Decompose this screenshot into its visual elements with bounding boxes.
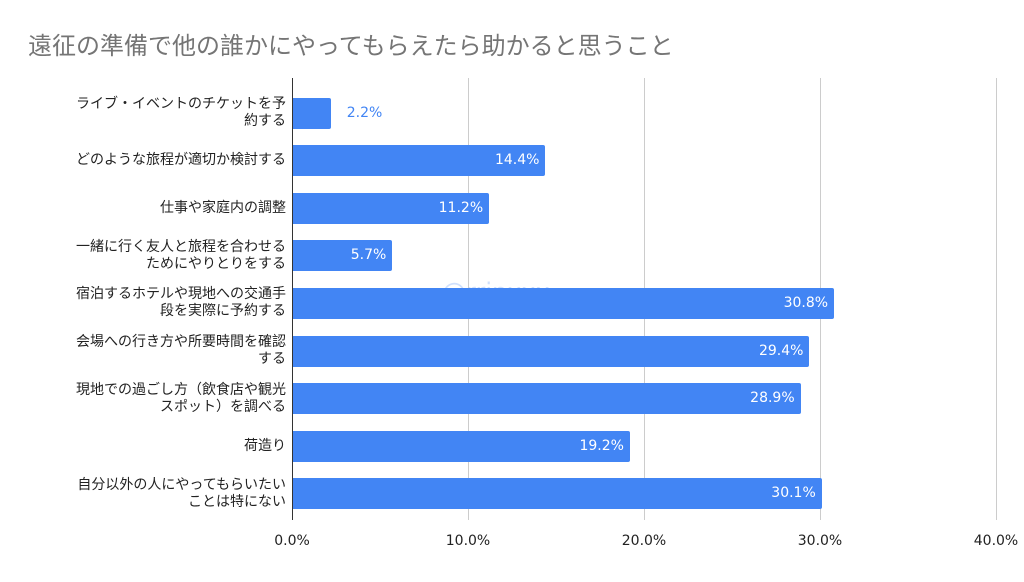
bar [293,383,801,415]
category-label-line: する [258,351,286,367]
bar [293,478,822,510]
chart-title: 遠征の準備で他の誰かにやってもらえたら助かると思うこと [28,32,674,60]
category-label: 現地での過ごし方（飲食店や観光 スポット）を調べる [6,382,286,416]
category-label: 会場への行き方や所要時間を確認 する [6,334,286,368]
category-label: どのような旅程が適切か検討する [6,152,286,169]
data-label: 5.7% [350,247,387,264]
category-label-line: 会場への行き方や所要時間を確認 [76,334,286,350]
category-label: 仕事や家庭内の調整 [6,200,286,217]
x-tick-label: 20.0% [621,533,667,549]
category-label-line: 宿泊するホテルや現地への交通手 [76,286,286,303]
category-label: 一緒に行く友人と旅程を合わせる ためにやりとりをする [6,239,286,273]
x-tick-label: 0.0% [274,533,310,549]
category-label-line: 約する [244,113,286,129]
category-label-line: ライブ・イベントのチケットを予 [76,96,286,112]
bar [293,97,331,129]
category-label: ライブ・イベントのチケットを予 約する [6,96,286,130]
bar [293,335,810,367]
bar [293,192,490,224]
category-label: 自分以外の人にやってもらいたい ことは特にない [6,477,286,511]
category-label-line: 荷造り [244,437,286,454]
category-label-line: ためにやりとりをする [146,255,286,272]
data-label: 14.4% [494,152,540,169]
data-label: 2.2% [346,104,383,121]
data-label: 11.2% [438,199,484,216]
category-label: 荷造り [6,438,286,455]
bar [293,287,835,319]
x-tick-label: 10.0% [445,533,491,549]
data-label: 30.1% [771,485,816,502]
data-label: 30.8% [783,294,829,311]
category-label-line: 現地での過ごし方（飲食店や観光 [76,381,286,398]
y-axis-line [292,78,293,520]
data-label: 28.9% [750,390,795,407]
gridline [996,78,997,520]
category-label-line: ことは特にない [188,493,286,510]
x-tick-label: 30.0% [797,533,843,549]
data-label: 19.2% [579,437,624,454]
category-label-line: 自分以外の人にやってもらいたい [77,476,286,493]
category-label-line: 仕事や家庭内の調整 [160,199,286,216]
category-label-line: 段を実際に予約する [160,303,286,320]
data-label: 29.4% [758,342,804,359]
bar [293,430,630,462]
category-label-line: 一緒に行く友人と旅程を合わせる [76,238,286,255]
x-tick-label: 40.0% [973,533,1019,549]
category-label-line: スポット）を調べる [160,398,286,415]
bar [293,240,393,272]
category-label: 宿泊するホテルや現地への交通手 段を実際に予約する [6,286,286,320]
category-label-line: どのような旅程が適切か検討する [76,152,286,169]
bar [293,145,546,177]
